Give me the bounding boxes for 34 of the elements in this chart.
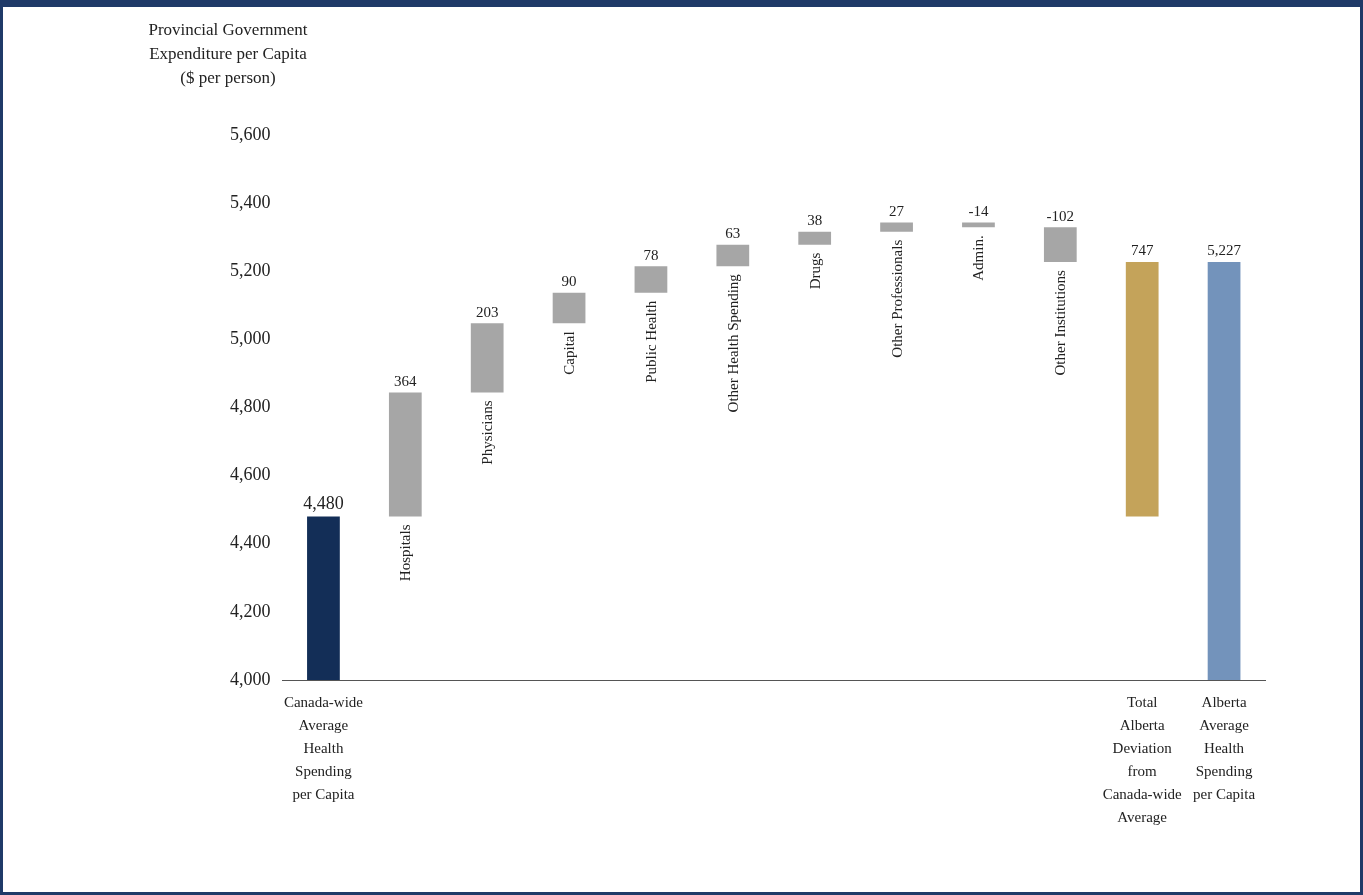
- data-label: 90: [561, 273, 577, 290]
- data-label: 38: [807, 212, 823, 229]
- y-tick-label: 4,600: [230, 464, 271, 485]
- y-tick-label: 5,600: [230, 123, 271, 144]
- data-label: 747: [1130, 242, 1154, 259]
- y-tick-label: 4,400: [230, 532, 271, 553]
- y-tick-label: 5,400: [230, 191, 271, 212]
- y-tick-label: 4,000: [230, 668, 271, 689]
- x-tick-label: Hospitals: [397, 524, 414, 582]
- data-label: -14: [968, 202, 989, 219]
- data-label: 63: [725, 225, 741, 242]
- x-tick-label: Physicians: [479, 400, 496, 465]
- data-label: 5,227: [1207, 242, 1242, 259]
- y-tick-label: 4,200: [230, 600, 271, 621]
- x-tick-label: Canada-wide Average Health Spending per Capita: [283, 694, 364, 803]
- x-tick-label: Admin.: [970, 235, 987, 281]
- y-tick-label: 5,200: [230, 259, 271, 280]
- x-tick-label: Other Institutions: [1052, 269, 1069, 376]
- x-tick-label: Other Professionals: [888, 239, 905, 358]
- data-label: 27: [889, 202, 905, 219]
- x-tick-label: Alberta Average Health Spending per Capita: [1193, 694, 1256, 803]
- x-tick-label: Public Health: [642, 300, 659, 383]
- data-label: 78: [643, 246, 659, 263]
- data-label: 364: [394, 372, 418, 389]
- y-tick-label: 4,800: [230, 396, 271, 417]
- data-label: -102: [1046, 207, 1075, 224]
- y-axis-title: Provincial Government Expenditure per Capita ($ per person): [147, 19, 309, 89]
- data-label: 4,480: [303, 493, 344, 514]
- x-tick-label: Drugs: [806, 252, 823, 290]
- y-tick-label: 5,000: [230, 328, 271, 349]
- data-label: 203: [475, 303, 499, 320]
- x-tick-label: Capital: [561, 331, 577, 375]
- x-tick-label: Other Health Spending: [724, 273, 741, 413]
- x-tick-label: Total Alberta Deviation from Canada-wide Average: [1102, 694, 1183, 826]
